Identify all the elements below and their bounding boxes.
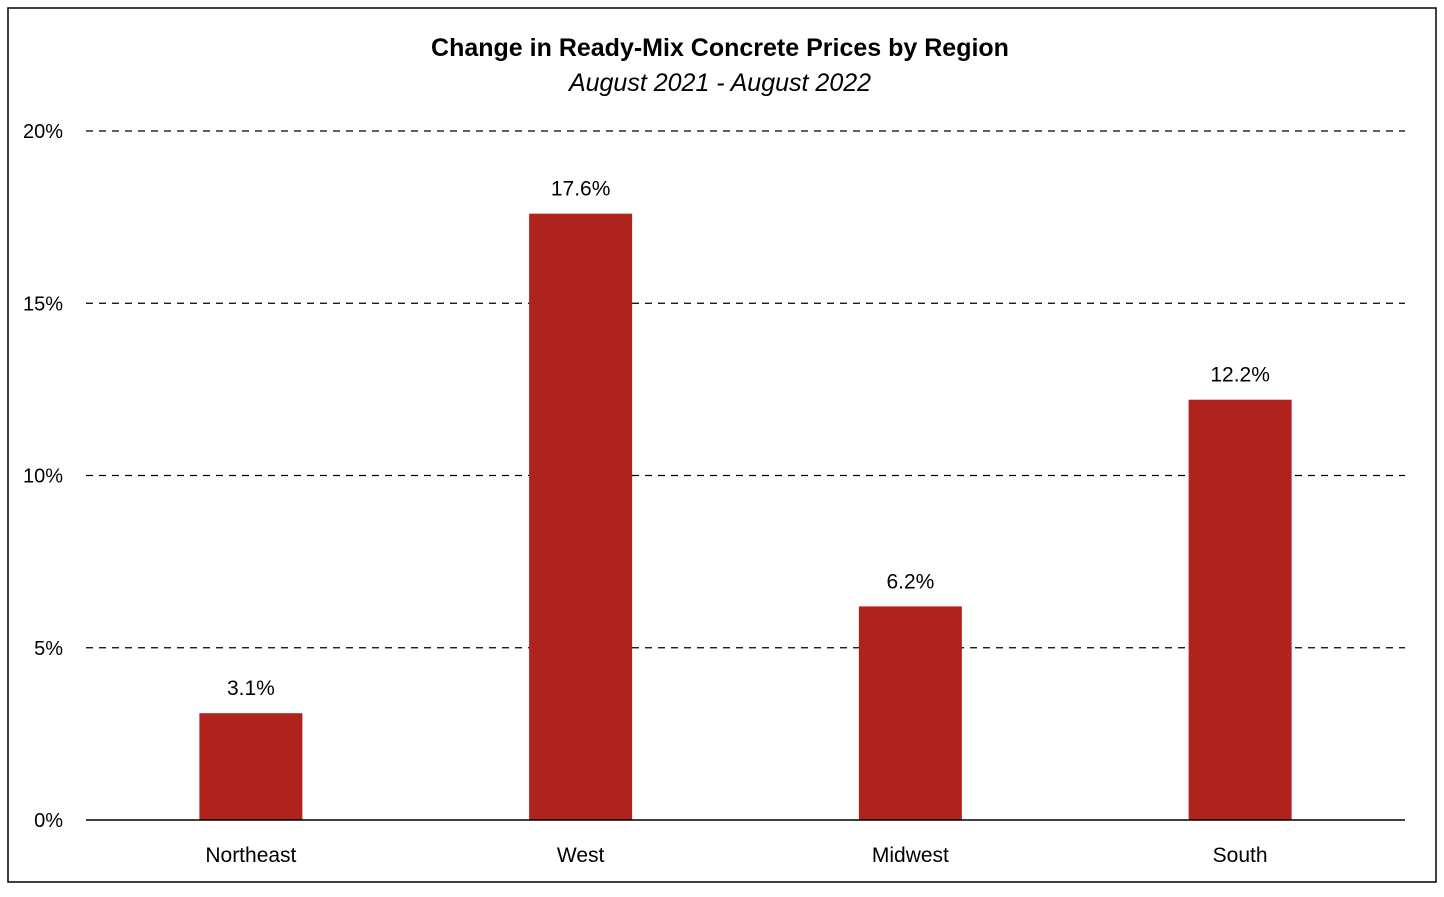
y-tick-label: 15%	[23, 293, 63, 315]
x-axis-ticks: Northeast West Midwest South	[205, 844, 1267, 867]
data-label-west: 17.6%	[551, 178, 611, 201]
y-tick-label: 0%	[34, 810, 63, 832]
data-label-south: 12.2%	[1210, 364, 1270, 387]
data-label-midwest: 6.2%	[886, 570, 934, 593]
data-labels: 3.1% 17.6% 6.2% 12.2%	[227, 178, 1270, 701]
chart-subtitle: August 2021 - August 2022	[567, 69, 871, 97]
bar-midwest	[858, 606, 962, 820]
bar-west	[529, 213, 633, 820]
bar-south	[1188, 399, 1292, 820]
data-label-northeast: 3.1%	[227, 677, 275, 700]
y-tick-label: 10%	[23, 466, 63, 488]
x-tick-label-northeast: Northeast	[205, 844, 296, 867]
x-tick-label-west: West	[557, 844, 605, 867]
bars	[199, 213, 1292, 820]
x-tick-label-midwest: Midwest	[872, 844, 949, 867]
chart-title: Change in Ready-Mix Concrete Prices by R…	[431, 34, 1009, 62]
y-tick-label: 20%	[23, 121, 63, 143]
y-axis-ticks: 0% 5% 10% 15% 20%	[23, 121, 63, 832]
y-tick-label: 5%	[34, 638, 63, 660]
x-tick-label-south: South	[1213, 844, 1268, 867]
bar-northeast	[199, 713, 303, 820]
